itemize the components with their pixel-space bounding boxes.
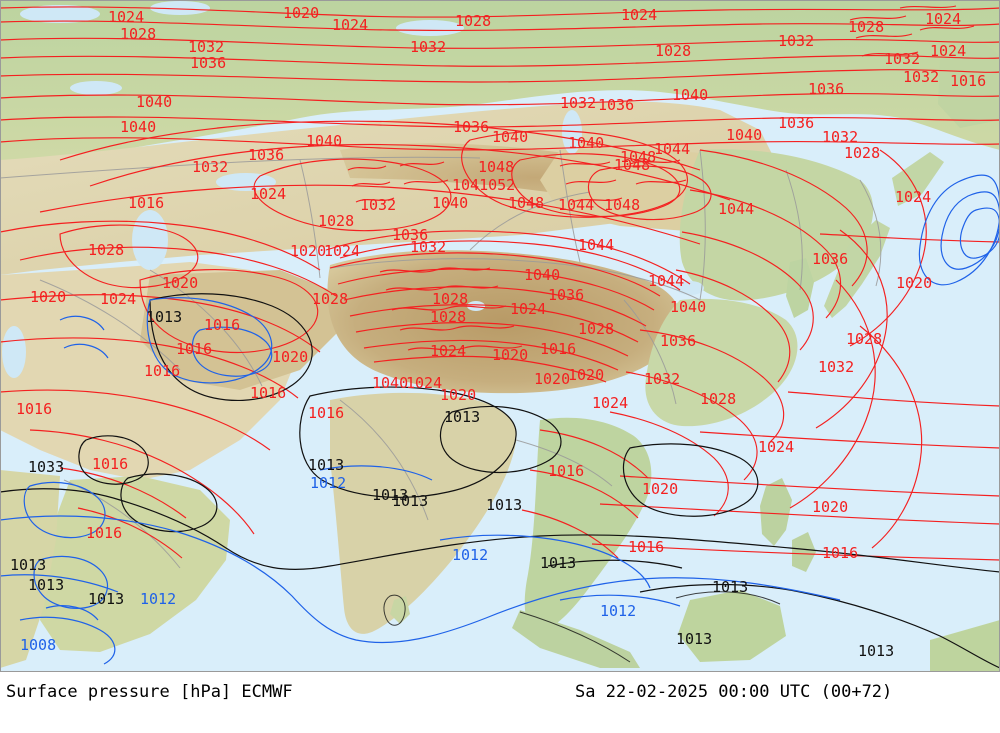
footer-product-label: Surface pressure [hPa] ECMWF: [6, 682, 293, 702]
isobar-1013-layer: [0, 293, 1000, 669]
map-footer: Surface pressure [hPa] ECMWF Sa 22-02-20…: [0, 672, 1000, 733]
footer-valid-time: Sa 22-02-2025 00:00 UTC (00+72): [575, 682, 893, 702]
isobar-blue-layer: [0, 174, 1000, 665]
inland-water-layer: [2, 1, 704, 378]
isobar-red-layer: [0, 5, 1000, 561]
surface-pressure-map[interactable]: 1024 1020 1024 1028 1024 1028 1024 1028 1032 1032…: [0, 0, 1000, 672]
coastline-accent-layer: [383, 591, 781, 663]
country-border-layer: [0, 149, 882, 569]
map-canvas: [0, 0, 1000, 672]
